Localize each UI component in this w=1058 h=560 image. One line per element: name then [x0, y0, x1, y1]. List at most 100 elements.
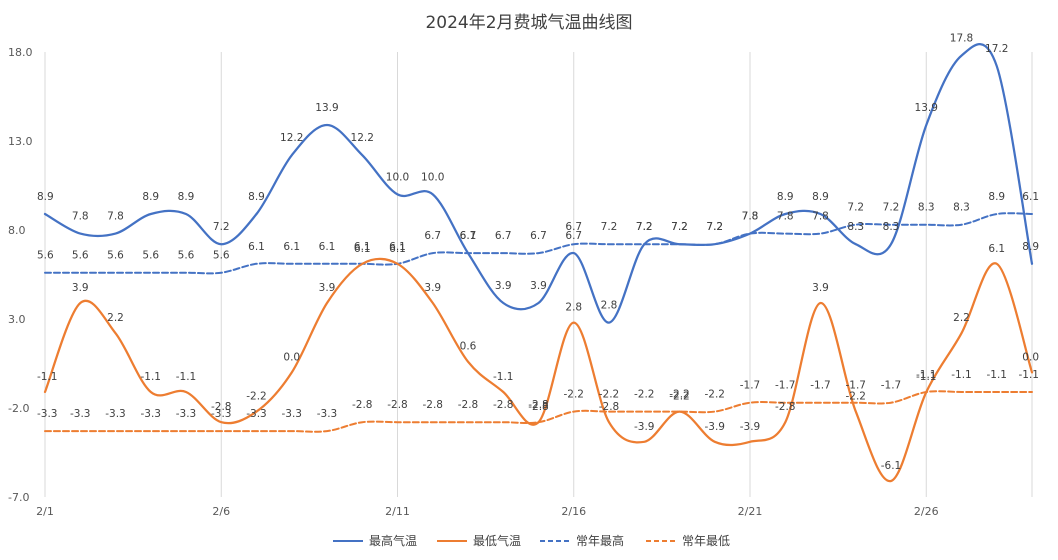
data-label: 2.8: [601, 300, 618, 312]
data-label: -3.3: [141, 408, 162, 420]
data-label: 0.0: [1022, 351, 1039, 363]
chart-title: 2024年2月费城气温曲线图: [425, 13, 632, 33]
data-label: 7.2: [636, 221, 653, 233]
data-label: 7.2: [883, 202, 900, 214]
data-label: 13.9: [315, 102, 338, 114]
x-tick-label: 2/11: [385, 505, 410, 518]
data-label: -2.8: [211, 401, 232, 413]
data-label: 6.7: [495, 230, 512, 242]
data-label: 6.7: [424, 230, 441, 242]
data-label: -2.8: [493, 399, 514, 411]
data-label: 3.9: [495, 280, 512, 292]
data-label: -1.1: [951, 369, 972, 381]
data-label: 10.0: [421, 171, 444, 183]
data-label: -3.3: [105, 408, 126, 420]
data-label: -1.1: [37, 371, 58, 383]
data-label: 6.7: [565, 230, 582, 242]
data-label: 0.6: [460, 341, 477, 353]
data-label: 5.6: [72, 250, 89, 262]
data-label: 7.8: [812, 211, 829, 223]
data-label: -1.1: [141, 371, 162, 383]
data-label: 8.3: [847, 221, 864, 233]
data-label: 5.6: [178, 250, 195, 262]
x-tick-label: 2/16: [561, 505, 586, 518]
data-label: -1.1: [916, 369, 937, 381]
legend-label: 最低气温: [473, 533, 521, 548]
data-label: 6.1: [460, 230, 477, 242]
data-label: -2.2: [846, 391, 867, 403]
data-label: 3.9: [530, 280, 547, 292]
data-label: 8.3: [883, 221, 900, 233]
data-label: 0.0: [283, 351, 300, 363]
data-label: 2.8: [565, 302, 582, 314]
data-label: -2.2: [669, 389, 690, 401]
data-label: 3.9: [812, 282, 829, 294]
data-label: -1.7: [775, 380, 796, 392]
data-label: -2.8: [352, 399, 373, 411]
data-label: -3.9: [705, 421, 726, 433]
data-label: 5.6: [37, 250, 54, 262]
data-label: 6.1: [988, 243, 1005, 255]
data-label: 2.2: [953, 312, 970, 324]
data-label: -1.7: [846, 380, 867, 392]
x-tick-label: 2/26: [914, 505, 939, 518]
data-label: 6.1: [354, 241, 371, 253]
legend-label: 常年最低: [682, 534, 730, 548]
legend-label: 最高气温: [369, 533, 417, 548]
data-label: 6.7: [530, 230, 547, 242]
data-label: -3.3: [246, 408, 267, 420]
data-label: 8.9: [142, 191, 159, 203]
data-label: 6.1: [389, 243, 406, 255]
data-label: -2.8: [387, 399, 408, 411]
y-tick-label: 18.0: [8, 46, 33, 59]
data-label: 3.9: [72, 282, 89, 294]
data-label: -3.3: [211, 408, 232, 420]
data-label: 17.8: [950, 33, 973, 45]
data-label: 10.0: [386, 171, 409, 183]
data-label: 8.9: [37, 191, 54, 203]
data-label: 7.2: [706, 221, 723, 233]
data-labels: 8.9 7.8 7.8 8.9 8.9 7.2 8.9 12.2 13.9 12.2 10.0 10.…: [37, 33, 1039, 472]
data-label: 13.9: [915, 102, 938, 114]
data-label: 7.8: [107, 211, 124, 223]
data-label: 8.9: [988, 191, 1005, 203]
y-tick-label: -2.0: [8, 402, 29, 415]
y-tick-label: 3.0: [8, 313, 26, 326]
data-label: -1.7: [881, 380, 902, 392]
data-label: 8.3: [953, 202, 970, 214]
data-label: 2.2: [107, 312, 124, 324]
data-label: 7.8: [777, 211, 794, 223]
data-label: 6.1: [319, 241, 336, 253]
x-axis: 2/1 2/6 2/11 2/16 2/21 2/26: [36, 505, 938, 518]
data-label: -3.3: [37, 408, 58, 420]
data-label: -2.2: [669, 391, 690, 403]
x-tick-label: 2/21: [738, 505, 763, 518]
data-label: 17.2: [985, 43, 1008, 55]
series-line-3: [44, 212, 1033, 275]
data-label: -2.8: [528, 401, 549, 413]
data-label: 3.9: [424, 282, 441, 294]
data-label: -3.3: [317, 408, 338, 420]
data-label: 7.8: [72, 211, 89, 223]
legend-label: 常年最高: [576, 533, 624, 548]
data-label: 12.2: [351, 132, 374, 144]
data-label: -6.1: [881, 460, 902, 472]
data-label: 7.2: [671, 221, 688, 233]
y-axis: 18.0 13.0 8.0 3.0 -2.0 -7.0: [8, 46, 33, 504]
data-label: -2.8: [458, 399, 479, 411]
series-line-1: [43, 43, 1034, 324]
data-label: -3.9: [634, 421, 655, 433]
data-label: 6.7: [565, 221, 582, 233]
data-label: 6.1: [283, 241, 300, 253]
data-label: 8.3: [918, 202, 935, 214]
data-label: -1.1: [916, 371, 937, 383]
series-lines: [43, 43, 1034, 483]
data-label: -1.7: [740, 380, 761, 392]
x-tick-label: 2/1: [36, 505, 54, 518]
data-label: -2.2: [564, 389, 585, 401]
data-label: -3.3: [176, 408, 197, 420]
y-tick-label: 8.0: [8, 224, 26, 237]
data-label: -2.8: [599, 401, 620, 413]
